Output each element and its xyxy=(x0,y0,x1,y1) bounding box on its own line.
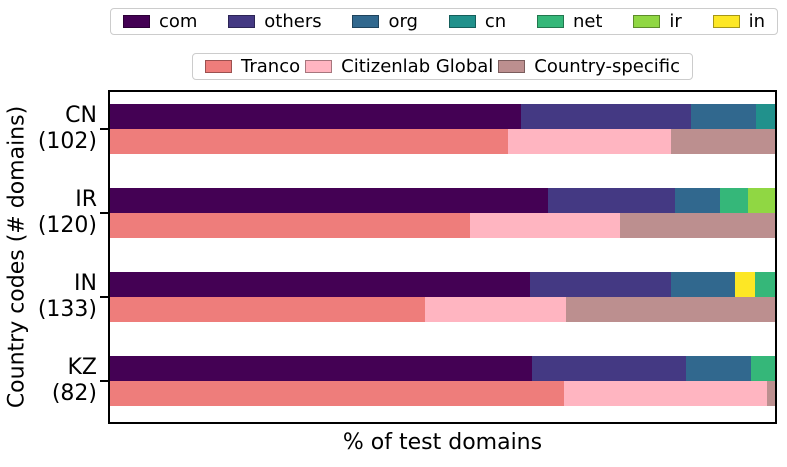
legend-label: cn xyxy=(484,10,507,32)
y-tick-label-in: IN (133) xyxy=(0,271,97,323)
legend-swatch xyxy=(712,15,740,28)
y-tick-label-ir: IR (120) xyxy=(0,187,97,239)
country-code: IN xyxy=(74,271,97,296)
segment-others xyxy=(530,272,671,297)
legend-label: Citizenlab Global xyxy=(341,55,494,77)
legend-label: net xyxy=(572,10,603,32)
segment-net xyxy=(751,356,775,381)
tld-legend: com others org cn net ir in xyxy=(110,8,778,35)
legend-swatch xyxy=(305,60,333,73)
segment-net xyxy=(719,188,748,213)
legend-swatch xyxy=(205,60,232,73)
y-tick-mark xyxy=(100,296,108,298)
country-code: KZ xyxy=(67,355,98,380)
bar-group-in xyxy=(110,272,775,322)
legend-item-tranco: Tranco xyxy=(205,55,301,77)
segment-citizenlab-global xyxy=(507,129,671,154)
segment-net xyxy=(755,272,775,297)
segment-org xyxy=(670,272,736,297)
y-tick-mark xyxy=(100,380,108,382)
segment-ir xyxy=(747,188,776,213)
bar-group-cn xyxy=(110,104,775,154)
segment-cn xyxy=(755,104,775,129)
y-tick-label-cn: CN (102) xyxy=(0,103,97,155)
legend-label: others xyxy=(264,10,322,32)
domain-count: (120) xyxy=(37,213,97,238)
legend-item-country-specific: Country-specific xyxy=(498,55,680,77)
domain-count: (133) xyxy=(37,297,97,322)
lists-bar-cn xyxy=(110,129,775,154)
legend-label: com xyxy=(159,10,198,32)
lists-bar-kz xyxy=(110,381,775,406)
legend-item-ir: ir xyxy=(633,10,682,32)
segment-others xyxy=(531,356,686,381)
legend-swatch xyxy=(352,15,380,28)
bar-group-ir xyxy=(110,188,776,238)
legend-label: Country-specific xyxy=(534,55,680,77)
segment-com xyxy=(110,272,531,297)
legend-item-in: in xyxy=(712,10,765,32)
legend-label: Tranco xyxy=(241,55,301,77)
lists-bar-ir xyxy=(110,213,775,238)
legend-label: ir xyxy=(669,10,682,32)
country-code: IR xyxy=(75,187,97,212)
segment-com xyxy=(110,104,521,129)
segment-org xyxy=(685,356,752,381)
legend-swatch xyxy=(633,15,661,28)
segment-com xyxy=(110,356,532,381)
legend-label: org xyxy=(388,10,418,32)
bar-group-kz xyxy=(110,356,775,406)
lists-legend: Tranco Citizenlab Global Country-specific xyxy=(192,53,693,80)
segment-country-specific xyxy=(565,297,775,322)
y-tick-mark xyxy=(100,212,108,214)
legend-item-net: net xyxy=(536,10,603,32)
segment-org xyxy=(690,104,756,129)
legend-swatch xyxy=(536,15,564,28)
legend-swatch xyxy=(498,60,526,73)
country-code: CN xyxy=(65,103,97,128)
tld-bar-in xyxy=(110,272,775,297)
segment-org xyxy=(675,188,720,213)
legend-item-cn: cn xyxy=(448,10,507,32)
segment-tranco xyxy=(110,129,508,154)
legend-label: in xyxy=(748,10,765,32)
legend-item-com: com xyxy=(123,10,198,32)
x-axis-label: % of test domains xyxy=(342,430,543,455)
segment-country-specific xyxy=(670,129,775,154)
segment-citizenlab-global xyxy=(564,381,768,406)
segment-others xyxy=(520,104,691,129)
domain-count: (102) xyxy=(37,129,97,154)
y-tick-label-kz: KZ (82) xyxy=(0,355,97,407)
legend-swatch xyxy=(123,15,150,28)
segment-tranco xyxy=(110,213,471,238)
segment-tranco xyxy=(110,297,426,322)
legend-item-org: org xyxy=(352,10,418,32)
domain-count: (82) xyxy=(51,381,97,406)
segment-citizenlab-global xyxy=(425,297,566,322)
segment-in xyxy=(735,272,756,297)
lists-bar-in xyxy=(110,297,775,322)
plot-area xyxy=(108,90,777,424)
legend-swatch xyxy=(228,15,256,28)
tld-bar-kz xyxy=(110,356,775,381)
segment-com xyxy=(110,188,548,213)
segment-country-specific xyxy=(620,213,775,238)
segment-tranco xyxy=(110,381,565,406)
segment-citizenlab-global xyxy=(470,213,621,238)
tld-bar-ir xyxy=(110,188,776,213)
legend-swatch xyxy=(448,15,476,28)
tld-bar-cn xyxy=(110,104,775,129)
segment-country-specific xyxy=(767,381,775,406)
segment-others xyxy=(547,188,676,213)
y-tick-mark xyxy=(100,128,108,130)
legend-item-others: others xyxy=(228,10,322,32)
legend-item-citizenlab-global: Citizenlab Global xyxy=(305,55,494,77)
